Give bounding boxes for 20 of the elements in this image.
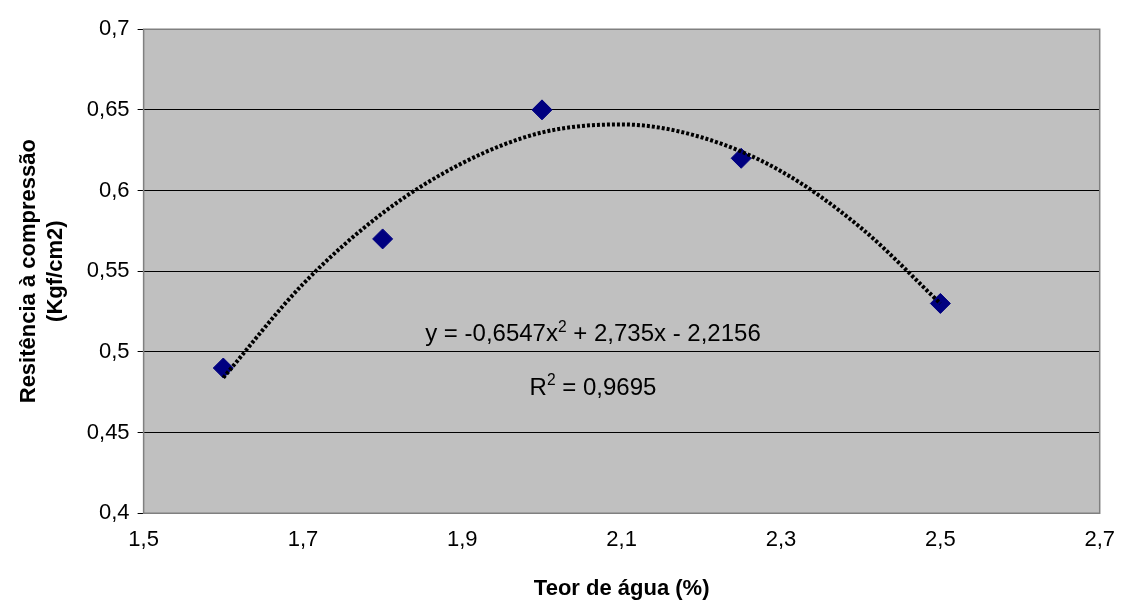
y-tick-label: 0,6	[99, 176, 130, 202]
y-tick-label: 0,55	[86, 257, 130, 283]
x-tick-label: 2,7	[1084, 526, 1116, 552]
x-tick-label: 1,9	[447, 526, 478, 552]
x-tick-label: 1,5	[128, 526, 159, 552]
y-tick-label: 0,5	[99, 337, 130, 363]
y-tick-label: 0,65	[86, 95, 130, 121]
x-axis-title: Teor de água (%)	[533, 574, 710, 600]
point	[531, 99, 553, 121]
point	[212, 357, 234, 379]
x-tick-label: 1,7	[287, 526, 319, 552]
x-tick-label: 2,1	[606, 526, 637, 552]
x-tick-label: 2,5	[925, 526, 956, 552]
point	[929, 292, 951, 314]
y-tick-label: 0,4	[99, 499, 130, 525]
point	[372, 228, 394, 250]
x-tick-label: 2,3	[765, 526, 797, 552]
y-axis-title: Resitência à compressão (Kgf/cm2)	[15, 139, 67, 404]
y-tick-label: 0,7	[99, 15, 130, 41]
y-tick-label: 0,45	[86, 418, 130, 444]
